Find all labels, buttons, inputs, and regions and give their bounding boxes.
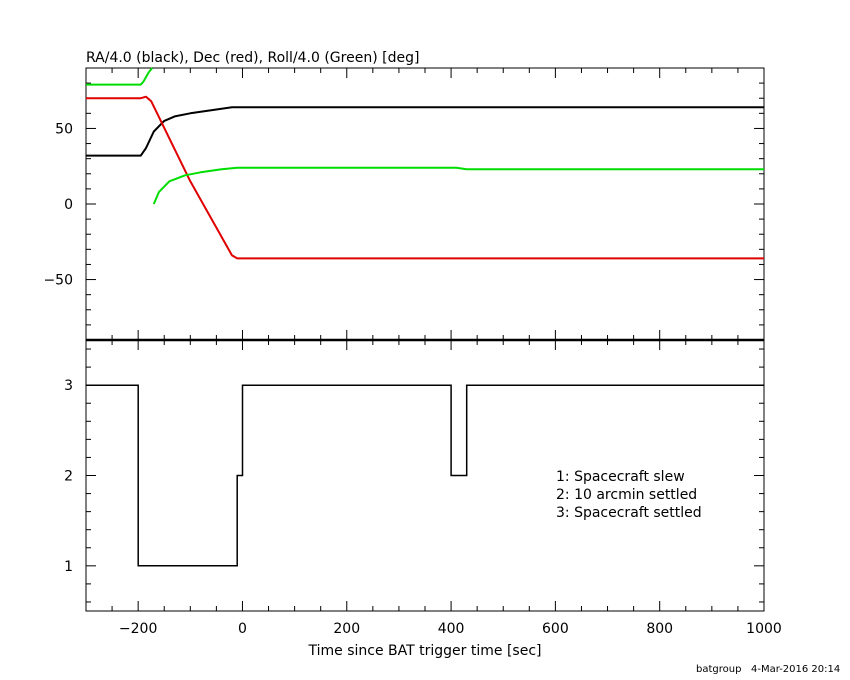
settle-panel: 1 2 3 −200 0 200 400 600 800 1000 1: Spacecraft … (64, 339, 782, 659)
x-tick-label: 400 (438, 621, 465, 637)
attitude-series-line-3 (152, 166, 764, 205)
y-tick-label: 0 (64, 197, 73, 213)
attitude-series-line-1 (86, 95, 764, 260)
x-tick-label: −200 (119, 621, 157, 637)
y-tick-label: 50 (55, 121, 73, 137)
legend-10arcmin: 2: 10 arcmin settled (556, 487, 697, 503)
legend-slew: 1: Spacecraft slew (556, 469, 685, 485)
attitude-title: RA/4.0 (black), Dec (red), Roll/4.0 (Gre… (86, 50, 419, 66)
x-axis-label: Time since BAT trigger time [sec] (308, 643, 542, 659)
attitude-series-line-2 (86, 67, 153, 86)
y-tick-label: 3 (64, 378, 73, 394)
attitude-ticks (85, 67, 765, 340)
x-tick-label: 0 (238, 621, 247, 637)
x-tick-label: 600 (542, 621, 569, 637)
x-tick-label: 200 (333, 621, 360, 637)
footer-date: 4-Mar-2016 20:14 (751, 664, 840, 675)
y-tick-label: 1 (64, 559, 73, 575)
settle-y-tick-labels: 1 2 3 (64, 378, 73, 575)
attitude-series-line-0 (86, 106, 764, 157)
settle-status-line-0 (86, 384, 764, 567)
footer-user: batgroup (696, 664, 741, 675)
x-tick-label: 800 (646, 621, 673, 637)
settle-x-tick-labels: −200 0 200 400 600 800 1000 (119, 621, 782, 637)
attitude-panel: RA/4.0 (black), Dec (red), Roll/4.0 (Gre… (43, 50, 765, 341)
y-tick-label: 2 (64, 469, 73, 485)
y-tick-label: −50 (43, 273, 73, 289)
attitude-plot-frame (85, 67, 765, 341)
settle-series (86, 384, 764, 567)
legend-settled: 3: Spacecraft settled (556, 505, 702, 521)
attitude-series (86, 67, 764, 260)
x-tick-label: 1000 (746, 621, 782, 637)
attitude-y-tick-labels: −50 0 50 (43, 121, 73, 288)
